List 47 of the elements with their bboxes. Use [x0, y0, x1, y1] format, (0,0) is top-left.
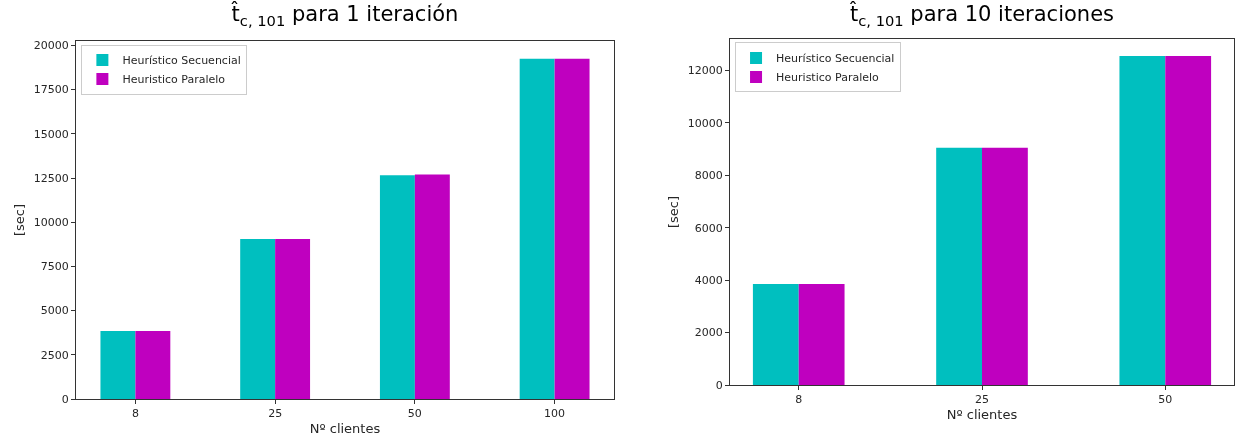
bar	[240, 239, 276, 399]
y-tick-label: 5000	[40, 304, 69, 318]
bar	[379, 175, 415, 399]
y-tick-label: 12000	[687, 64, 723, 78]
bar	[982, 147, 1028, 385]
x-tick-label: 50	[1158, 393, 1173, 407]
x-tick-label: 25	[268, 407, 283, 421]
y-tick-label: 17500	[33, 83, 69, 97]
y-tick-label: 12500	[33, 171, 69, 185]
x-tick-label: 100	[544, 407, 566, 421]
bar	[936, 147, 982, 385]
x-axis-title: Nº clientes	[309, 420, 381, 436]
y-tick-label: 15000	[33, 127, 69, 141]
bar	[752, 284, 799, 385]
legend-label: Heurístico Secuencial	[122, 54, 241, 68]
y-tick-label: 2000	[694, 326, 723, 340]
legend-label: Heuristico Paralelo	[122, 73, 226, 87]
x-tick-label: 8	[795, 393, 803, 407]
y-tick-label: 7500	[40, 260, 69, 274]
bar	[519, 58, 555, 399]
x-tick-label: 50	[407, 407, 422, 421]
bar	[554, 58, 590, 399]
bar	[414, 174, 450, 399]
y-tick-label: 2500	[40, 348, 69, 362]
legend-label: Heurístico Secuencial	[776, 52, 895, 66]
y-axis-title: [sec]	[11, 203, 27, 237]
bar	[1119, 56, 1166, 385]
bar	[100, 330, 136, 399]
bar	[135, 330, 171, 399]
y-tick-label: 10000	[33, 216, 69, 230]
bar	[275, 239, 311, 399]
bar	[798, 284, 845, 385]
x-axis-title: Nº clientes	[946, 406, 1018, 422]
x-tick-label: 25	[975, 393, 989, 407]
y-tick-label: 0	[715, 378, 723, 392]
legend-label: Heuristico Paralelo	[776, 71, 880, 85]
y-tick-label: 10000	[687, 116, 723, 130]
y-tick-label: 6000	[694, 221, 723, 235]
bar	[1165, 56, 1212, 385]
y-tick-label: 8000	[694, 169, 723, 183]
y-axis-title: [sec]	[665, 195, 681, 229]
y-tick-label: 4000	[694, 274, 723, 287]
chart-title: t̂$_{c, 101}$ para 10 iteraciones	[849, 1, 1115, 29]
y-tick-label: 20000	[33, 39, 69, 53]
x-tick-label: 8	[131, 407, 139, 421]
y-tick-label: 0	[61, 392, 69, 406]
chart-title: t̂$_{c, 101}$ para 1 iteración	[230, 1, 459, 29]
